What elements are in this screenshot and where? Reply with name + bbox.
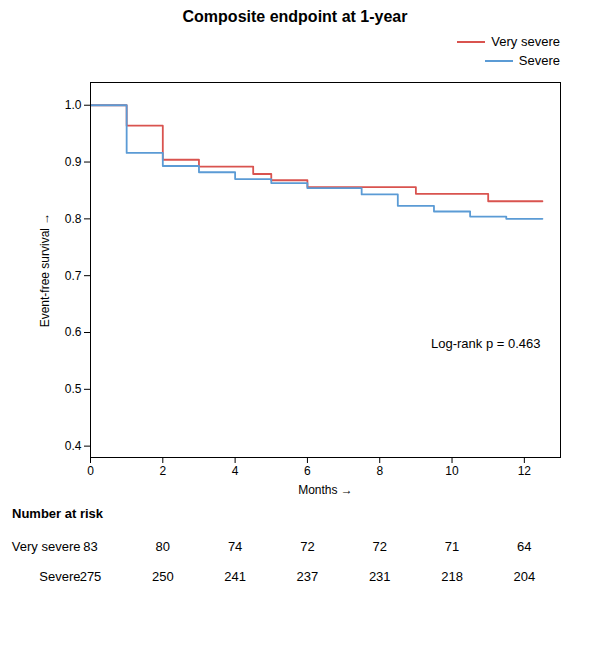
svg-text:204: 204 xyxy=(513,569,535,584)
svg-text:1.0: 1.0 xyxy=(65,98,82,112)
svg-text:0: 0 xyxy=(87,464,94,478)
svg-text:2: 2 xyxy=(159,464,166,478)
svg-text:0.5: 0.5 xyxy=(65,382,82,396)
svg-text:72: 72 xyxy=(372,539,386,554)
svg-text:231: 231 xyxy=(369,569,391,584)
svg-text:71: 71 xyxy=(445,539,459,554)
svg-text:74: 74 xyxy=(228,539,242,554)
svg-text:Event-free survival →: Event-free survival → xyxy=(38,213,52,328)
svg-text:64: 64 xyxy=(517,539,531,554)
svg-text:237: 237 xyxy=(297,569,319,584)
svg-text:72: 72 xyxy=(300,539,314,554)
html-text:Very severe: Very severe xyxy=(491,34,560,49)
html-text:Severe: Severe xyxy=(518,53,560,68)
svg-text:0.4: 0.4 xyxy=(65,439,82,453)
html-text:Composite endpoint at 1-year: Composite endpoint at 1-year xyxy=(182,8,408,25)
svg-text:0.8: 0.8 xyxy=(65,212,82,226)
svg-text:241: 241 xyxy=(224,569,246,584)
svg-text:8: 8 xyxy=(376,464,383,478)
svg-text:250: 250 xyxy=(152,569,174,584)
svg-text:Log-rank p = 0.463: Log-rank p = 0.463 xyxy=(431,336,541,351)
svg-text:10: 10 xyxy=(445,464,459,478)
html-text:Number at risk: Number at risk xyxy=(12,506,103,521)
svg-text:80: 80 xyxy=(156,539,170,554)
svg-text:0.7: 0.7 xyxy=(65,269,82,283)
svg-text:Months →: Months → xyxy=(298,483,353,497)
svg-text:Very severe: Very severe xyxy=(12,539,81,554)
svg-text:0.9: 0.9 xyxy=(65,155,82,169)
svg-text:6: 6 xyxy=(304,464,311,478)
svg-text:Severe: Severe xyxy=(39,569,80,584)
svg-text:275: 275 xyxy=(80,569,102,584)
svg-text:0.6: 0.6 xyxy=(65,325,82,339)
svg-text:83: 83 xyxy=(83,539,97,554)
svg-text:4: 4 xyxy=(232,464,239,478)
svg-text:12: 12 xyxy=(518,464,532,478)
svg-text:218: 218 xyxy=(441,569,463,584)
